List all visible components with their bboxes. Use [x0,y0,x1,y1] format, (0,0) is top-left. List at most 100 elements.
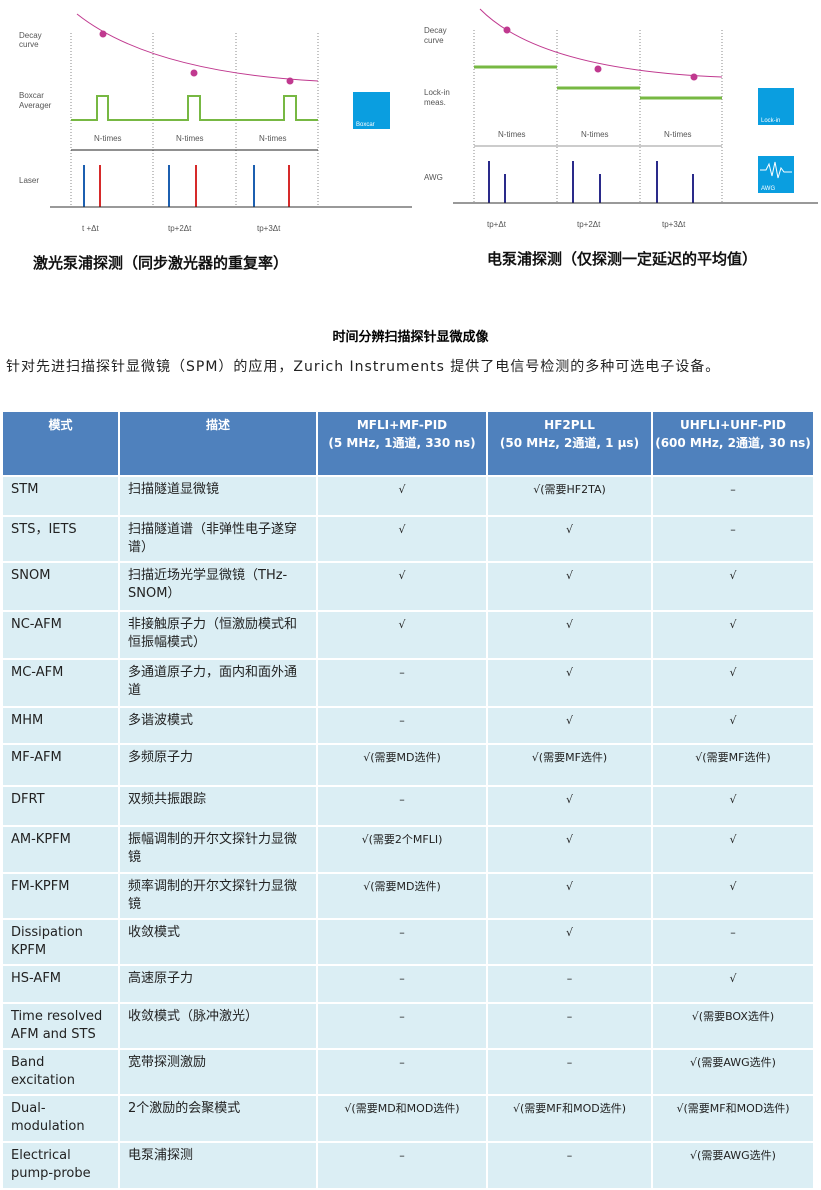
svg-text:Averager: Averager [19,101,52,110]
table-cell: 电泵浦探测 [118,1141,318,1190]
header-text: 模式 [48,418,73,432]
header-text: MFLI+MF-PID [356,418,448,432]
table-cell: 频率调制的开尔文探针力显微镜 [118,872,318,920]
table-cell: √ [651,964,815,1004]
svg-text:Lock-in: Lock-in [761,118,780,124]
table-cell: 多通道原子力，面内和面外通道 [118,658,318,708]
lockin-badge-icon [758,88,794,125]
table-cell: 高速原子力 [118,964,318,1004]
table-cell: – [316,1141,488,1190]
svg-text:N-times: N-times [176,134,204,143]
table-cell: – [316,918,488,966]
table-cell: HS-AFM [1,964,120,1004]
table-row: MHM 多谐波模式 – √ √ [1,706,815,745]
table-cell: 双频共振跟踪 [118,785,318,827]
table-cell: √ [486,706,653,745]
table-cell: – [651,515,815,563]
table-cell: √(需要MF和MOD选件) [651,1094,815,1143]
table-cell: 多频原子力 [118,743,318,787]
table-cell: NC-AFM [1,610,120,660]
table-cell: Band excitation [1,1048,120,1096]
section-title: 时间分辨扫描探针显微成像 [332,330,489,345]
svg-text:tp+Δt: tp+Δt [487,220,507,229]
table-row: STM 扫描隧道显微镜 √ √(需要HF2TA) – [1,475,815,517]
table-cell: – [486,1048,653,1096]
table-row: DFRT 双频共振跟踪 – √ √ [1,785,815,827]
svg-text:N-times: N-times [581,130,609,139]
svg-text:AWG: AWG [761,186,775,192]
table-cell: – [651,475,815,517]
table-cell: √ [651,785,815,827]
table-cell: √ [316,475,488,517]
table-cell: 收敛模式 [118,918,318,966]
table-cell: √ [486,872,653,920]
left-caption: 激光泵浦探测（同步激光器的重复率） [33,254,289,272]
table-cell: – [316,1048,488,1096]
table-cell: – [316,706,488,745]
table-cell: – [316,964,488,1004]
awg-badge-icon [758,156,794,193]
table-cell: – [486,1141,653,1190]
table-row: AM-KPFM 振幅调制的开尔文探针力显微镜 √(需要2个MFLI) √ √ [1,825,815,874]
svg-text:tp+2Δt: tp+2Δt [168,224,192,233]
table-row: STS，IETS 扫描隧道谱（非弹性电子遂穿谱） √ √ – [1,515,815,563]
table-cell: SNOM [1,561,120,612]
svg-text:N-times: N-times [259,134,287,143]
table-cell: DFRT [1,785,120,827]
svg-text:curve: curve [424,36,444,45]
table-cell: 扫描隧道谱（非弹性电子遂穿谱） [118,515,318,563]
label: Decay [19,31,42,40]
table-cell: 非接触原子力（恒激励模式和恒振幅模式） [118,610,318,660]
svg-text:Decay: Decay [424,26,447,35]
svg-text:t +Δt: t +Δt [82,224,99,233]
table-cell: √(需要MD选件) [316,743,488,787]
table-cell: – [486,964,653,1004]
table-cell: √ [486,515,653,563]
column-header: HF2PLL (50 MHz, 2通道, 1 µs) [486,410,653,477]
table-cell: √ [486,825,653,874]
header-text: UHFLI+UHF-PID [680,418,786,432]
table-row: Electrical pump-probe 电泵浦探测 – – √(需要AWG选件) [1,1141,815,1190]
table-cell: MHM [1,706,120,745]
table-cell: 多谐波模式 [118,706,318,745]
table-cell: Time resolved AFM and STS [1,1002,120,1050]
table-cell: MC-AFM [1,658,120,708]
table-cell: – [316,1002,488,1050]
table-cell: Dual-modulation [1,1094,120,1143]
intro-text: 针对先进扫描探针显微镜（SPM）的应用，Zurich Instruments 提… [6,359,721,375]
table-cell: STS，IETS [1,515,120,563]
table-cell: STM [1,475,120,517]
svg-text:N-times: N-times [498,130,526,139]
table-cell: √(需要MD和MOD选件) [316,1094,488,1143]
svg-text:curve: curve [19,40,39,49]
table-row: MF-AFM 多频原子力 √(需要MD选件) √(需要MF选件) √(需要MF选件) [1,743,815,787]
table-row: Dissipation KPFM 收敛模式 – √ – [1,918,815,966]
table-cell: 扫描近场光学显微镜（THz-SNOM） [118,561,318,612]
column-header: 描述 [118,410,318,477]
svg-text:tp+3Δt: tp+3Δt [662,220,686,229]
table-cell: √ [316,561,488,612]
table-cell: √(需要MF选件) [486,743,653,787]
table-cell: √ [486,785,653,827]
table-row: Band excitation 宽带探测激励 – – √(需要AWG选件) [1,1048,815,1096]
svg-text:Boxcar: Boxcar [19,91,44,100]
table-cell: – [486,1002,653,1050]
table-cell: √(需要MF和MOD选件) [486,1094,653,1143]
table-cell: MF-AFM [1,743,120,787]
table-cell: √(需要AWG选件) [651,1048,815,1096]
table-row: MC-AFM 多通道原子力，面内和面外通道 – √ √ [1,658,815,708]
right-caption: 电泵浦探测（仅探测一定延迟的平均值） [487,250,758,268]
table-cell: √ [316,610,488,660]
svg-text:AWG: AWG [424,173,443,182]
table-cell: Dissipation KPFM [1,918,120,966]
table-cell: √ [651,706,815,745]
column-header: UHFLI+UHF-PID (600 MHz, 2通道, 30 ns) [651,410,815,477]
header-text: HF2PLL [544,418,595,432]
table-cell: √ [651,658,815,708]
spm-modes-table: 模式 描述 MFLI+MF-PID (5 MHz, 1通道, 330 ns) HF2PL… [1,410,815,1190]
column-header: MFLI+MF-PID (5 MHz, 1通道, 330 ns) [316,410,488,477]
table-cell: – [316,658,488,708]
table-row: Dual-modulation 2个激励的会聚模式 √(需要MD和MOD选件) √(需… [1,1094,815,1143]
